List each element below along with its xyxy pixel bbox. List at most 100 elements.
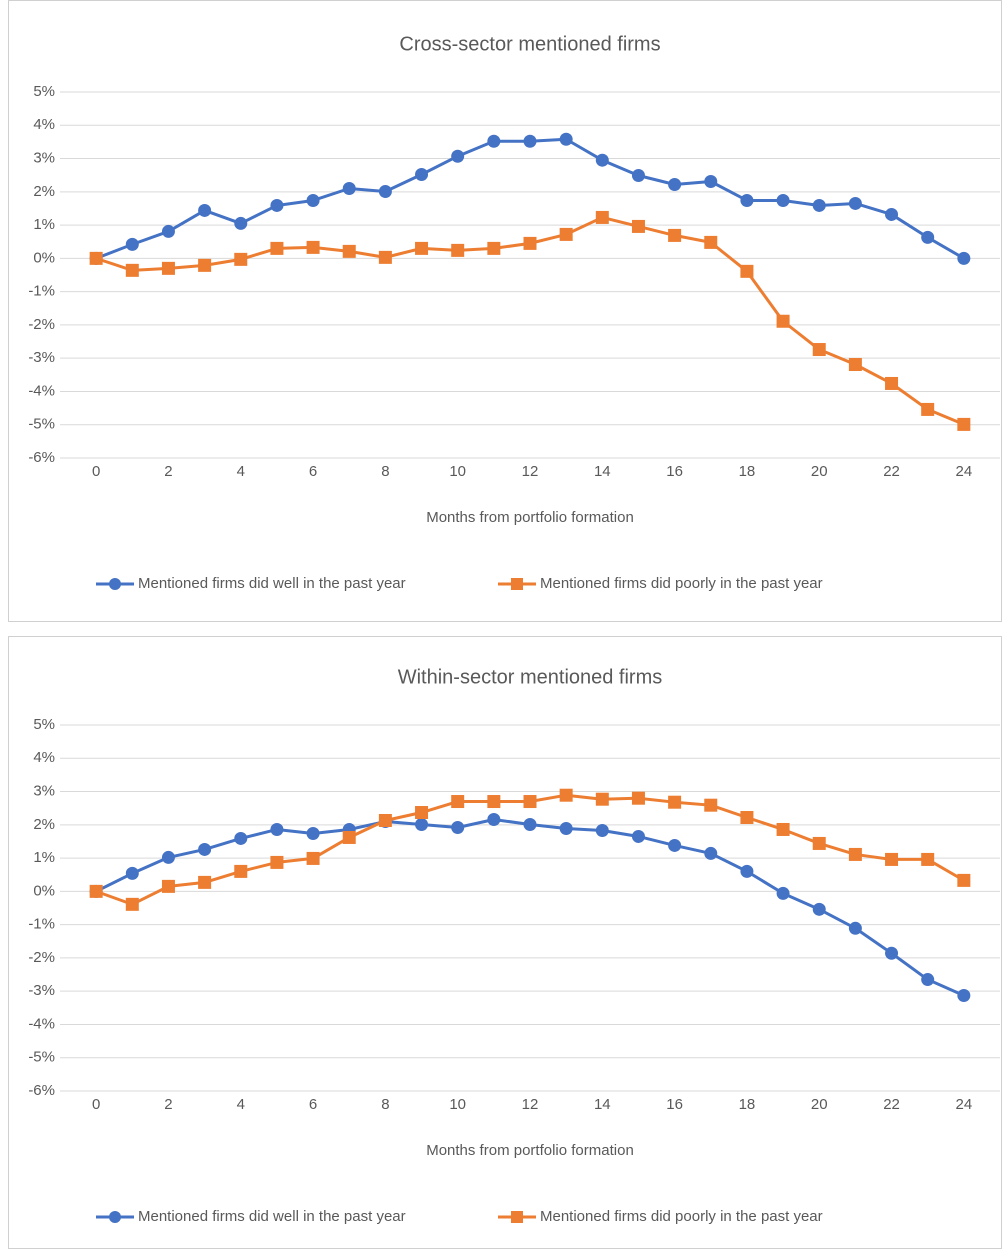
data-point	[451, 149, 465, 163]
data-point	[957, 417, 971, 431]
data-point	[668, 795, 682, 809]
data-point	[415, 168, 429, 182]
data-point	[125, 866, 139, 880]
y-tick-label: -4%	[28, 1015, 55, 1032]
x-tick-label: 8	[381, 1096, 389, 1113]
data-point	[89, 884, 103, 898]
y-tick-label: 4%	[33, 749, 55, 766]
y-tick-label: -4%	[28, 382, 55, 399]
legend-label: Mentioned firms did well in the past yea…	[138, 575, 406, 592]
data-point	[848, 847, 862, 861]
data-point	[740, 193, 754, 207]
x-axis-title: Months from portfolio formation	[426, 1142, 634, 1159]
y-tick-label: 1%	[33, 849, 55, 866]
data-point	[523, 795, 537, 809]
data-point	[523, 817, 537, 831]
y-tick-label: 1%	[33, 216, 55, 233]
data-point	[125, 237, 139, 251]
data-point	[740, 864, 754, 878]
x-tick-label: 2	[164, 463, 172, 480]
data-point	[885, 946, 899, 960]
data-point	[270, 241, 284, 255]
data-point	[776, 822, 790, 836]
x-tick-label: 14	[594, 463, 611, 480]
y-tick-label: -1%	[28, 916, 55, 933]
data-point	[378, 813, 392, 827]
data-point	[595, 792, 609, 806]
data-point	[704, 175, 718, 189]
data-point	[451, 820, 465, 834]
data-point	[125, 897, 139, 911]
legend-marker	[109, 578, 121, 590]
data-point	[921, 973, 935, 987]
data-point	[89, 251, 103, 265]
data-point	[957, 251, 971, 265]
x-tick-label: 6	[309, 463, 317, 480]
data-point	[161, 850, 175, 864]
data-point	[704, 846, 718, 860]
data-point	[812, 836, 826, 850]
data-point	[306, 240, 320, 254]
data-point	[595, 210, 609, 224]
data-point	[198, 875, 212, 889]
data-point	[125, 263, 139, 277]
data-point	[415, 241, 429, 255]
data-point	[234, 216, 248, 230]
y-tick-label: -2%	[28, 316, 55, 333]
data-point	[161, 224, 175, 238]
data-point	[198, 842, 212, 856]
x-tick-label: 16	[666, 463, 683, 480]
data-point	[306, 851, 320, 865]
data-point	[885, 376, 899, 390]
y-tick-label: 2%	[33, 816, 55, 833]
data-point	[378, 250, 392, 264]
y-tick-label: 3%	[33, 150, 55, 167]
data-point	[234, 252, 248, 266]
x-tick-label: 10	[449, 1096, 466, 1113]
legend-label: Mentioned firms did poorly in the past y…	[540, 1208, 823, 1225]
chart-frame	[8, 636, 1002, 1249]
x-tick-label: 12	[522, 1096, 539, 1113]
data-point	[559, 132, 573, 146]
data-point	[523, 134, 537, 148]
data-point	[848, 196, 862, 210]
data-point	[631, 829, 645, 843]
data-point	[776, 193, 790, 207]
y-tick-label: 3%	[33, 783, 55, 800]
data-point	[487, 134, 501, 148]
data-point	[342, 830, 356, 844]
x-tick-label: 6	[309, 1096, 317, 1113]
data-point	[270, 822, 284, 836]
data-point	[957, 989, 971, 1003]
x-tick-label: 20	[811, 463, 828, 480]
data-point	[198, 258, 212, 272]
x-tick-label: 12	[522, 463, 539, 480]
y-tick-label: -5%	[28, 416, 55, 433]
data-point	[848, 921, 862, 935]
data-point	[740, 264, 754, 278]
data-point	[451, 795, 465, 809]
y-tick-label: -2%	[28, 949, 55, 966]
data-point	[776, 314, 790, 328]
y-tick-label: -1%	[28, 283, 55, 300]
y-tick-label: -3%	[28, 982, 55, 999]
data-point	[161, 261, 175, 275]
x-tick-label: 2	[164, 1096, 172, 1113]
data-point	[812, 198, 826, 212]
data-point	[487, 812, 501, 826]
y-tick-label: -6%	[28, 449, 55, 466]
legend-label: Mentioned firms did poorly in the past y…	[540, 575, 823, 592]
data-point	[234, 831, 248, 845]
y-tick-label: 5%	[33, 716, 55, 733]
x-tick-label: 4	[237, 463, 245, 480]
x-tick-label: 0	[92, 463, 100, 480]
data-point	[812, 902, 826, 916]
data-point	[306, 826, 320, 840]
x-tick-label: 22	[883, 1096, 900, 1113]
x-tick-label: 24	[956, 1096, 973, 1113]
y-tick-label: -6%	[28, 1082, 55, 1099]
data-point	[415, 817, 429, 831]
y-tick-label: 5%	[33, 83, 55, 100]
